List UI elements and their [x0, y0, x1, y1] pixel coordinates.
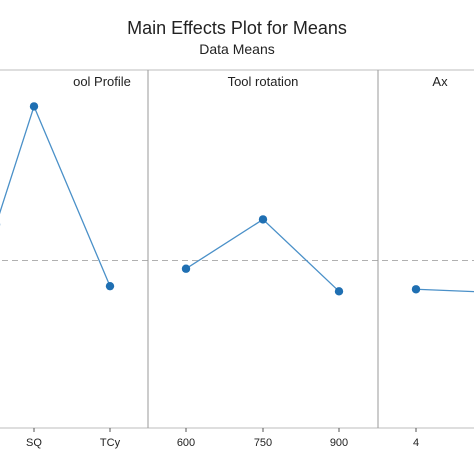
plot-frame	[0, 69, 474, 429]
panel-0: ool Profile SQ TCy	[0, 74, 131, 449]
series-line	[0, 104, 111, 287]
panel-label: ool Profile	[73, 74, 131, 89]
x-tick-label: 600	[177, 437, 195, 449]
data-point	[181, 264, 191, 273]
data-point	[334, 287, 344, 296]
panels: ool Profile SQ TCy Tool rotation 600 750 900 Ax…	[0, 70, 474, 449]
panel-label: Ax	[432, 74, 448, 89]
series-line	[415, 288, 474, 293]
data-point	[411, 285, 421, 294]
x-tick-label: SQ	[26, 437, 42, 449]
chart-subtitle: Data Means	[199, 41, 274, 57]
data-point	[29, 102, 39, 111]
data-point	[105, 281, 115, 291]
panel-2: Ax 4	[377, 70, 474, 449]
panel-label: Tool rotation	[228, 74, 299, 89]
x-tick-label: 4	[413, 437, 419, 449]
panel-1: Tool rotation 600 750 900	[147, 70, 348, 449]
series-line	[185, 218, 340, 292]
data-point	[258, 215, 268, 224]
x-tick-label: 750	[254, 437, 272, 449]
x-tick-label: 900	[330, 437, 348, 449]
x-tick-label: TCy	[100, 437, 121, 449]
chart-title: Main Effects Plot for Means	[127, 18, 347, 38]
